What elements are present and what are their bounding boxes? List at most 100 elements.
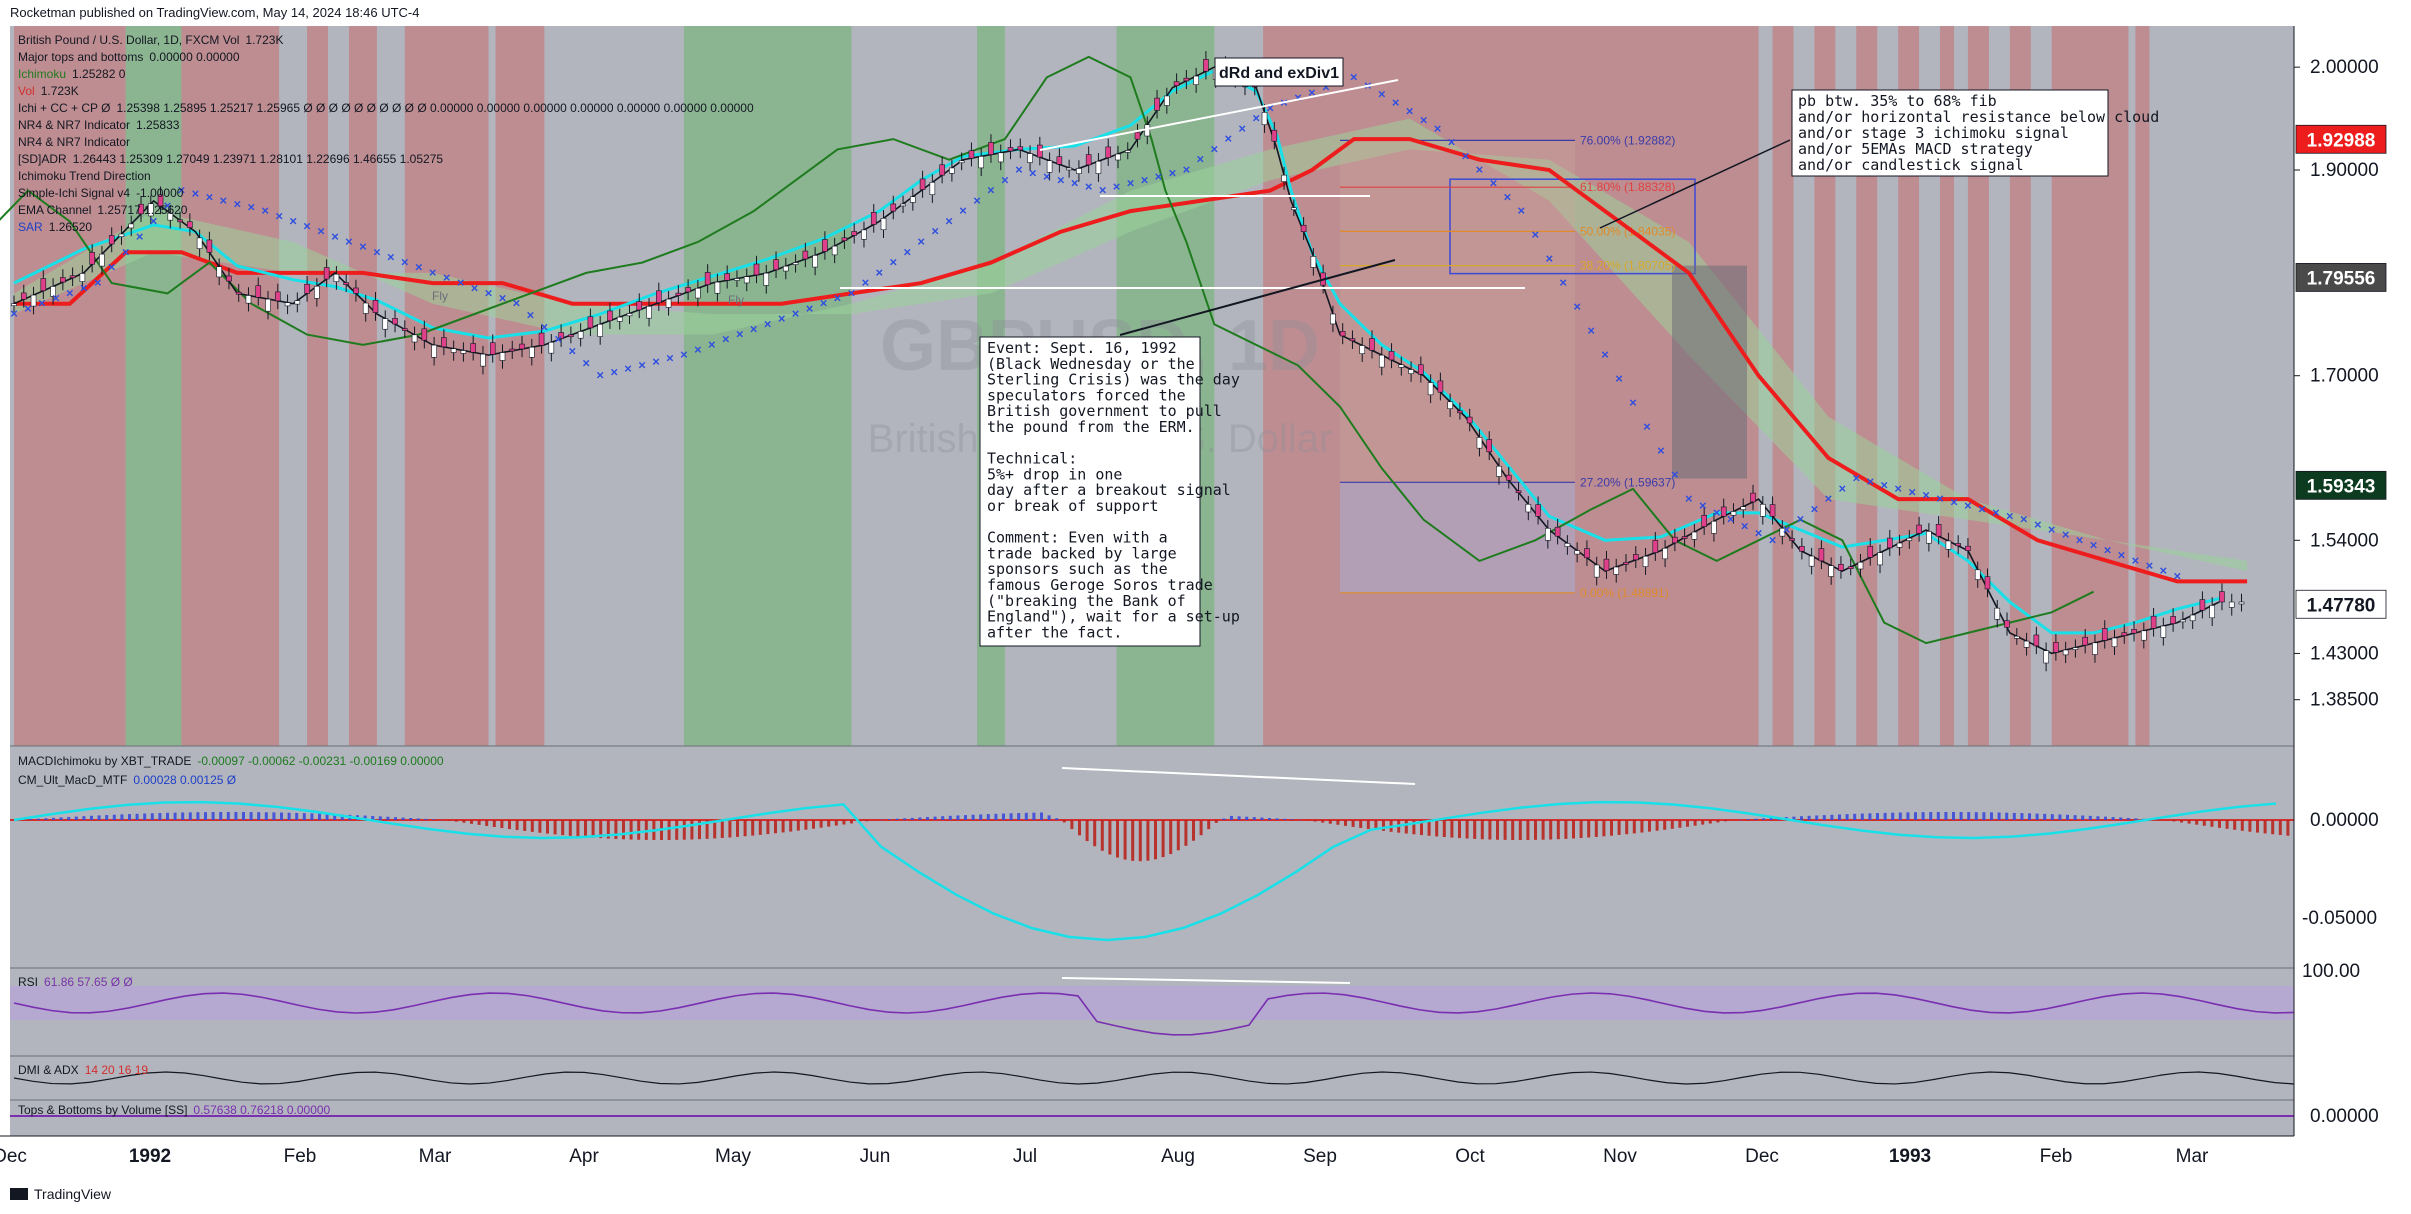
candle-body (851, 231, 857, 236)
event-text-line: trade backed by large (987, 544, 1177, 562)
candle-body (1007, 147, 1014, 152)
macd-bar (1921, 812, 1925, 820)
macd-bar (105, 815, 109, 820)
macd-bar (1860, 813, 1864, 820)
candle-body (1906, 537, 1913, 541)
macd-bar (1815, 815, 1819, 820)
macd-bar (492, 820, 496, 828)
sar-dot: × (38, 296, 46, 311)
event-text-line: ("breaking the Bank of (987, 592, 1186, 610)
x-tick-label: Apr (569, 1146, 599, 1167)
candle-body (558, 332, 564, 339)
candle-body (1545, 527, 1551, 541)
rsi-legend: RSI 61.86 57.65 Ø Ø (18, 975, 133, 989)
macd-bar (599, 820, 603, 839)
candle-body (1720, 506, 1727, 517)
sar-dot: × (359, 239, 367, 254)
signal-band (14, 26, 126, 746)
signal-band (1451, 26, 1592, 746)
macd-signal-line (13, 800, 2277, 942)
macd-bar (2210, 820, 2214, 827)
candle-body (489, 342, 496, 355)
sar-dot: × (1531, 227, 1539, 242)
sar-dot: × (499, 291, 507, 306)
sar-dot: × (247, 200, 255, 215)
candle-body (626, 313, 633, 317)
drd-trendline (1039, 79, 1399, 151)
candle-body (577, 331, 584, 339)
sar-dot: × (94, 275, 102, 290)
candle-body (1515, 490, 1522, 494)
macd-bar (584, 820, 587, 838)
macd-bar (1321, 820, 1325, 823)
candle-body (646, 305, 652, 319)
sar-dot: × (1294, 90, 1302, 105)
macd-bar (743, 820, 747, 837)
candle-body (1632, 554, 1639, 561)
sar-dot: × (1015, 162, 1023, 177)
candle-body (1027, 153, 1033, 163)
candle-body (1672, 536, 1678, 544)
fib-label: 61.80% (1.88328) (1580, 180, 1675, 194)
y-tick-label: 1.43000 (2310, 643, 2379, 664)
signal-band (307, 26, 329, 746)
price-tag (2295, 470, 2387, 500)
sar-dot: × (234, 196, 242, 211)
macd-bar (196, 812, 200, 820)
sar-dot: × (1769, 532, 1777, 547)
sar-dot: × (1629, 395, 1637, 410)
candle-body (284, 302, 291, 307)
sar-dot: × (1573, 299, 1581, 314)
sar-dot: × (192, 186, 200, 201)
candle-body (1310, 256, 1317, 268)
macd-bar (1518, 820, 1522, 840)
y-tick-label: 1.54000 (2310, 530, 2379, 551)
macd-bar (1830, 814, 1834, 820)
macd-bar (173, 812, 177, 820)
macd-bar (508, 820, 511, 830)
macd-bar (340, 814, 344, 820)
macd-bar (1868, 813, 1872, 820)
macd-bar (910, 817, 914, 820)
candle-body (509, 348, 516, 352)
sar-dot: × (1643, 419, 1651, 434)
candle-body (1085, 154, 1092, 166)
pb-text-line: and/or candlestick signal (1798, 156, 2024, 174)
sar-dot: × (1462, 148, 1470, 163)
sar-dot: × (2062, 527, 2070, 542)
sar-dot: × (1601, 347, 1609, 362)
sar-dot: × (1308, 85, 1316, 100)
candle-body (1359, 345, 1366, 354)
macd-bar (2271, 820, 2275, 835)
sar-dot: × (1266, 100, 1274, 115)
sar-dot: × (2146, 558, 2154, 573)
macd-bar (44, 818, 48, 820)
candle-body (2043, 650, 2049, 664)
candle-body (1388, 351, 1395, 361)
candle-body (255, 285, 262, 298)
macd-bar (477, 820, 481, 825)
signal-band (2009, 26, 2031, 746)
macd-bar (272, 812, 276, 820)
event-annotation[interactable]: Event: Sept. 16, 1992(Black Wednesday or… (979, 336, 1240, 647)
candle-body (431, 344, 437, 358)
sar-dot: × (373, 244, 381, 259)
macd-bar (1534, 820, 1537, 840)
candle-body (831, 245, 838, 256)
macd-bar (1465, 820, 1469, 839)
price-tags: 1.92988 1.79556 1.59343 1.47780 (2295, 124, 2387, 619)
candle-body (1965, 545, 1971, 551)
rsi-line (13, 992, 2295, 1036)
macd-bar (1062, 820, 1066, 823)
macd-bar (1967, 812, 1971, 820)
macd-bar (424, 818, 428, 820)
macd-bar (1085, 820, 1089, 842)
macd-bar (964, 815, 967, 820)
candle-body (675, 292, 682, 296)
macd-bar (1891, 812, 1895, 820)
sar-dot: × (1001, 172, 1009, 187)
macd-bar (363, 815, 367, 820)
drd-annotation[interactable]: dRd and exDiv1 (1214, 57, 1344, 87)
